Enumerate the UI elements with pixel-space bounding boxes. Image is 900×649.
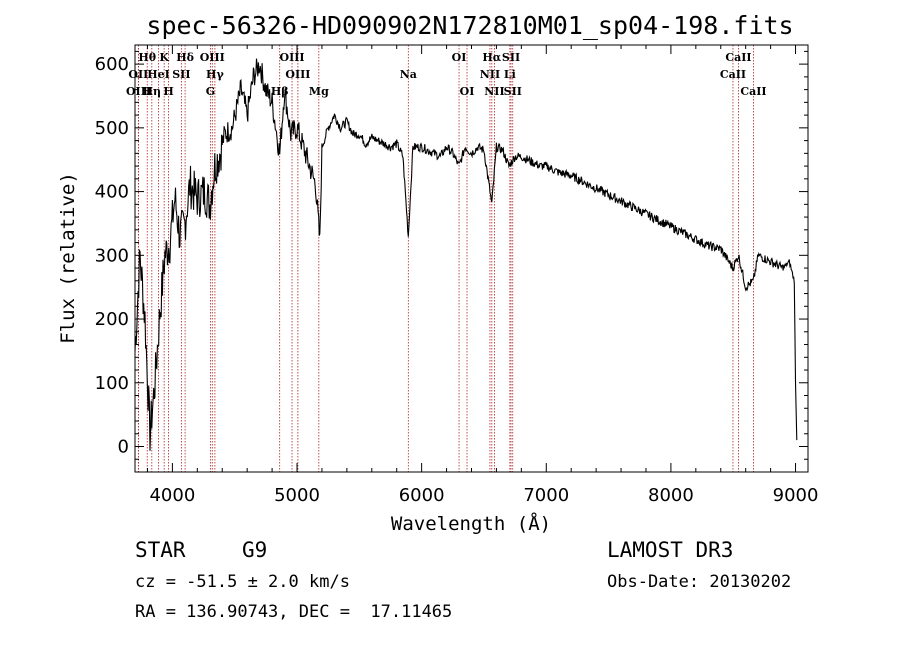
line-label-12: OIII: [280, 51, 305, 64]
line-label-14: Hβ: [271, 85, 289, 98]
line-label-24: SII: [504, 85, 522, 98]
y-axis-label: Flux (relative): [57, 172, 79, 344]
y-tick-label-1: 100: [95, 373, 129, 394]
line-label-11: G: [206, 85, 215, 98]
line-label-9: OIII: [200, 51, 225, 64]
line-label-15: Mg: [309, 85, 329, 98]
line-label-17: OI: [452, 51, 467, 64]
line-label-22: SII: [502, 51, 520, 64]
observation-date: Obs-Date: 20130202: [607, 572, 792, 592]
line-label-3: Hη: [143, 85, 161, 98]
y-tick-label-5: 500: [95, 118, 129, 139]
x-tick-label-5: 9000: [773, 485, 819, 506]
x-tick-label-0: 4000: [149, 485, 195, 506]
line-label-0: Hθ: [138, 51, 156, 64]
line-label-19: Hα: [482, 51, 501, 64]
y-tick-label-6: 600: [95, 54, 129, 75]
line-label-13: OIII: [285, 68, 310, 81]
line-label-27: CaII: [740, 85, 766, 98]
chart-title: spec-56326-HD090902N172810M01_sp04-198.f…: [146, 11, 793, 40]
x-tick-label-3: 7000: [523, 485, 569, 506]
line-label-20: NII: [480, 68, 500, 81]
spectral-line-markers: [137, 45, 754, 472]
y-tick-label-0: 0: [118, 437, 129, 458]
y-tick-label-4: 400: [95, 182, 129, 203]
line-label-1: OII: [128, 68, 148, 81]
spectrum-chart: spec-56326-HD090902N172810M01_sp04-198.f…: [57, 11, 819, 535]
object-class: STAR: [135, 538, 186, 562]
line-label-7: SII: [172, 68, 190, 81]
line-label-6: H: [163, 85, 173, 98]
line-label-5: K: [159, 51, 169, 64]
line-label-26: CaII: [725, 51, 751, 64]
x-tick-label-2: 6000: [399, 485, 445, 506]
line-label-4: HeI: [147, 68, 170, 81]
x-tick-label-4: 8000: [648, 485, 694, 506]
line-label-18: OI: [460, 85, 475, 98]
object-subclass: G9: [242, 538, 268, 562]
redshift-velocity: cz = -51.5 ± 2.0 km/s: [135, 572, 350, 592]
y-tick-label-2: 200: [95, 309, 129, 330]
line-label-8: Hδ: [176, 51, 194, 64]
survey-name: LAMOST DR3: [607, 538, 734, 562]
line-label-2: OIII: [126, 85, 151, 98]
coordinates: RA = 136.90743, DEC = 17.11465: [135, 602, 453, 622]
line-label-23: Li: [504, 68, 516, 81]
axis-ticks: 4000 5000 6000 7000 8000 9000 0 100 200 300 400 500…: [95, 45, 819, 506]
y-tick-label-3: 300: [95, 245, 129, 266]
line-label-16: Na: [400, 68, 417, 81]
x-tick-label-1: 5000: [274, 485, 320, 506]
line-label-10: Hγ: [206, 68, 224, 81]
flux-series-line: [134, 58, 798, 451]
line-label-21: NII: [484, 85, 504, 98]
x-axis-label: Wavelength (Å): [391, 512, 551, 535]
line-label-25: CaII: [720, 68, 746, 81]
